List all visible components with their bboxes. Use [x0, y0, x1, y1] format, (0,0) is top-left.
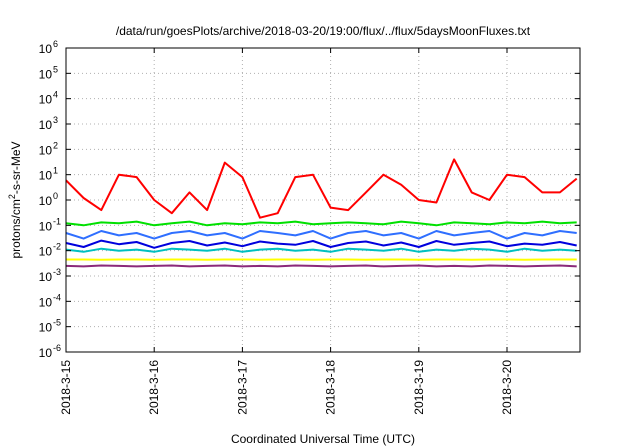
series-line-0	[65, 158, 578, 219]
chart-title: /data/run/goesPlots/archive/2018-03-20/1…	[116, 24, 531, 38]
series-line-1	[65, 220, 577, 227]
series-line-4	[65, 247, 577, 253]
y-tick-label: 104	[39, 90, 58, 107]
y-axis-label: protons/cm2-s-sr-MeV	[7, 141, 23, 258]
x-tick-label: 2018-3-17	[235, 360, 249, 415]
y-tick-exponent: 0	[53, 191, 58, 201]
x-tick-label: 2018-3-19	[412, 360, 426, 415]
y-tick-label: 10-3	[39, 267, 61, 284]
series-line-6	[65, 264, 577, 268]
y-tick-exponent: -3	[53, 267, 61, 277]
y-tick-exponent: -6	[53, 343, 61, 353]
series-line-3	[65, 239, 577, 249]
y-tick-label: 101	[39, 166, 58, 183]
grid	[66, 48, 580, 352]
y-tick-exponent: 2	[53, 140, 58, 150]
series-line-2	[65, 230, 577, 240]
y-tick-exponent: 3	[53, 115, 58, 125]
y-tick-label: 100	[39, 191, 58, 208]
y-label-superscript: 2	[7, 194, 17, 199]
y-label-rest: -s-sr-MeV	[9, 141, 23, 194]
y-tick-label: 10-6	[39, 343, 61, 360]
y-tick-exponent: -1	[53, 216, 61, 226]
y-tick-exponent: -5	[53, 318, 61, 328]
y-tick-label: 10-4	[39, 292, 61, 309]
y-tick-label: 103	[39, 115, 58, 132]
x-axis-ticks: 2018-3-15 2018-3-16 2018-3-17 2018-3-18 2018…	[59, 48, 514, 415]
x-tick-label: 2018-3-15	[59, 360, 73, 415]
y-tick-label: 10-1	[39, 216, 61, 233]
y-tick-exponent: 5	[53, 64, 58, 74]
x-tick-label: 2018-3-20	[500, 360, 514, 415]
y-tick-exponent: -4	[53, 292, 61, 302]
x-tick-label: 2018-3-18	[324, 360, 338, 415]
x-axis-label: Coordinated Universal Time (UTC)	[231, 432, 415, 446]
series-lines	[65, 158, 578, 268]
y-tick-label: 102	[39, 140, 58, 157]
y-tick-exponent: 1	[53, 166, 58, 176]
y-tick-exponent: 6	[53, 39, 58, 49]
y-tick-exponent: -2	[53, 242, 61, 252]
y-tick-exponent: 4	[53, 90, 58, 100]
y-tick-label: 106	[39, 39, 58, 56]
x-tick-label: 2018-3-16	[147, 360, 161, 415]
y-tick-label: 10-5	[39, 318, 61, 335]
y-tick-label: 105	[39, 64, 58, 81]
y-tick-label: 10-2	[39, 242, 61, 259]
